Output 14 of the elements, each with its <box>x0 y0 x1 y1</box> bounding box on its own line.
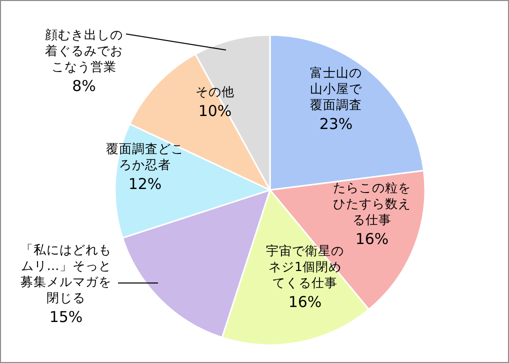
slice-label: その他 <box>196 84 234 99</box>
data-label: 15% <box>48 307 84 328</box>
data-label: 16% <box>355 230 389 248</box>
slice-label: たらこの粒をひたすら数える仕事 <box>333 180 411 227</box>
data-label: 8% <box>71 76 97 97</box>
slice-label: 富士山の山小屋で覆面調査 <box>310 65 362 112</box>
slice-label: 覆面調査どころか忍者 <box>106 141 184 172</box>
data-label: 23% <box>318 114 354 135</box>
slice-label: 宇宙で衛星のネジ1個閉めてくる仕事 <box>266 243 344 290</box>
data-label: 12% <box>127 174 163 195</box>
data-label: 10% <box>197 101 233 122</box>
slice-label: 「私にはどれもムリ…」そっと募集メルマガを閉じる <box>20 242 112 305</box>
data-label: 16% <box>287 292 323 313</box>
slice-label: 顔むき出しの着ぐるみでおこなう営業 <box>45 27 123 74</box>
